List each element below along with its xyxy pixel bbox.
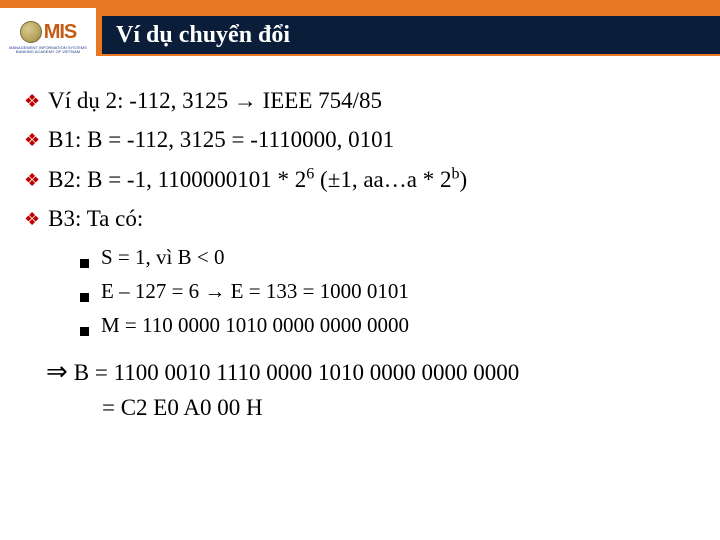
diamond-icon: ❖	[24, 167, 40, 193]
slide-header: MIS MANAGEMENT INFORMATION SYSTEMSBANKIN…	[0, 0, 720, 56]
text-fragment: S = 1, vì B < 0	[101, 241, 224, 275]
bullet-line: ❖ B3: Ta có:	[24, 202, 696, 235]
big-arrow-icon: ⇒	[46, 352, 68, 391]
title-bar: Ví dụ chuyển đổi	[96, 0, 720, 56]
arrow-icon: →	[204, 280, 225, 303]
slide-title: Ví dụ chuyển đổi	[116, 22, 290, 49]
sub-bullet-line: M = 110 0000 1010 0000 0000 0000	[80, 309, 696, 343]
square-icon	[80, 259, 89, 268]
bullet-line: ❖ B2: B = -1, 1100000101 * 26 (±1, aa…a …	[24, 163, 696, 196]
square-icon	[80, 327, 89, 336]
text-fragment: Ví dụ 2: -112, 3125	[48, 88, 234, 113]
bullet-line: ❖ B1: B = -112, 3125 = -1110000, 0101	[24, 123, 696, 156]
sub-bullet-line: S = 1, vì B < 0	[80, 241, 696, 275]
text-fragment: = C2 E0 A0 00 H	[102, 395, 263, 420]
text-fragment: M = 110 0000 1010 0000 0000 0000	[101, 309, 409, 343]
text-fragment: E = 133 = 1000 0101	[225, 279, 409, 303]
slide-content: ❖ Ví dụ 2: -112, 3125 → IEEE 754/85 ❖ B1…	[0, 56, 720, 426]
logo-subtitle: MANAGEMENT INFORMATION SYSTEMSBANKING AC…	[4, 46, 92, 54]
text-fragment: )	[460, 167, 468, 192]
result-line: ⇒ B = 1100 0010 1110 0000 1010 0000 0000…	[24, 352, 696, 391]
text-fragment: (±1, aa…a * 2	[314, 167, 451, 192]
logo-text: MIS	[44, 24, 77, 40]
bullet-line: ❖ Ví dụ 2: -112, 3125 → IEEE 754/85	[24, 84, 696, 117]
square-icon	[80, 293, 89, 302]
text-fragment: B3: Ta có:	[48, 202, 143, 235]
text-fragment: B2: B = -1, 1100000101 * 2	[48, 167, 306, 192]
diamond-icon: ❖	[24, 88, 40, 114]
result-line-cont: = C2 E0 A0 00 H	[24, 391, 696, 426]
text-fragment: IEEE 754/85	[257, 88, 382, 113]
logo-box: MIS MANAGEMENT INFORMATION SYSTEMSBANKIN…	[0, 0, 96, 56]
text-fragment: B1: B = -112, 3125 = -1110000, 0101	[48, 123, 394, 156]
sub-bullet-list: S = 1, vì B < 0 E – 127 = 6 → E = 133 = …	[24, 241, 696, 342]
diamond-icon: ❖	[24, 127, 40, 153]
sub-bullet-line: E – 127 = 6 → E = 133 = 1000 0101	[80, 275, 696, 309]
text-fragment: B = 1100 0010 1110 0000 1010 0000 0000 0…	[74, 356, 520, 391]
arrow-icon: →	[234, 87, 257, 113]
diamond-icon: ❖	[24, 206, 40, 232]
text-fragment: E – 127 = 6	[101, 279, 204, 303]
superscript: b	[451, 165, 459, 182]
globe-icon	[20, 21, 42, 43]
